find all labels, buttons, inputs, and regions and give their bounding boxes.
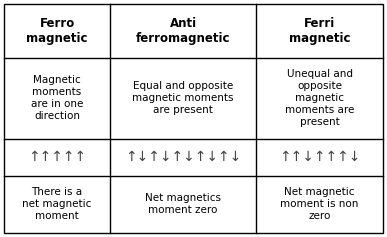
Text: There is a
net magnetic
moment: There is a net magnetic moment [22,187,92,221]
Text: ↑↓↑↓↑↓↑↓↑↓: ↑↓↑↓↑↓↑↓↑↓ [125,150,241,164]
Text: Ferri
magnetic: Ferri magnetic [289,17,350,45]
Text: Unequal and
opposite
magnetic
moments are
present: Unequal and opposite magnetic moments ar… [285,69,354,128]
Text: Net magnetics
moment zero: Net magnetics moment zero [145,193,221,215]
Text: ↑↑↑↑↑: ↑↑↑↑↑ [28,150,86,164]
Text: Ferro
magnetic: Ferro magnetic [26,17,88,45]
Text: Equal and opposite
magnetic moments
are present: Equal and opposite magnetic moments are … [132,82,234,115]
Text: Net magnetic
moment is non
zero: Net magnetic moment is non zero [280,187,359,221]
Text: Magnetic
moments
are in one
direction: Magnetic moments are in one direction [31,75,83,122]
Text: ↑↑↓↑↑↑↓: ↑↑↓↑↑↑↓ [279,150,360,164]
Text: Anti
ferromagnetic: Anti ferromagnetic [136,17,230,45]
